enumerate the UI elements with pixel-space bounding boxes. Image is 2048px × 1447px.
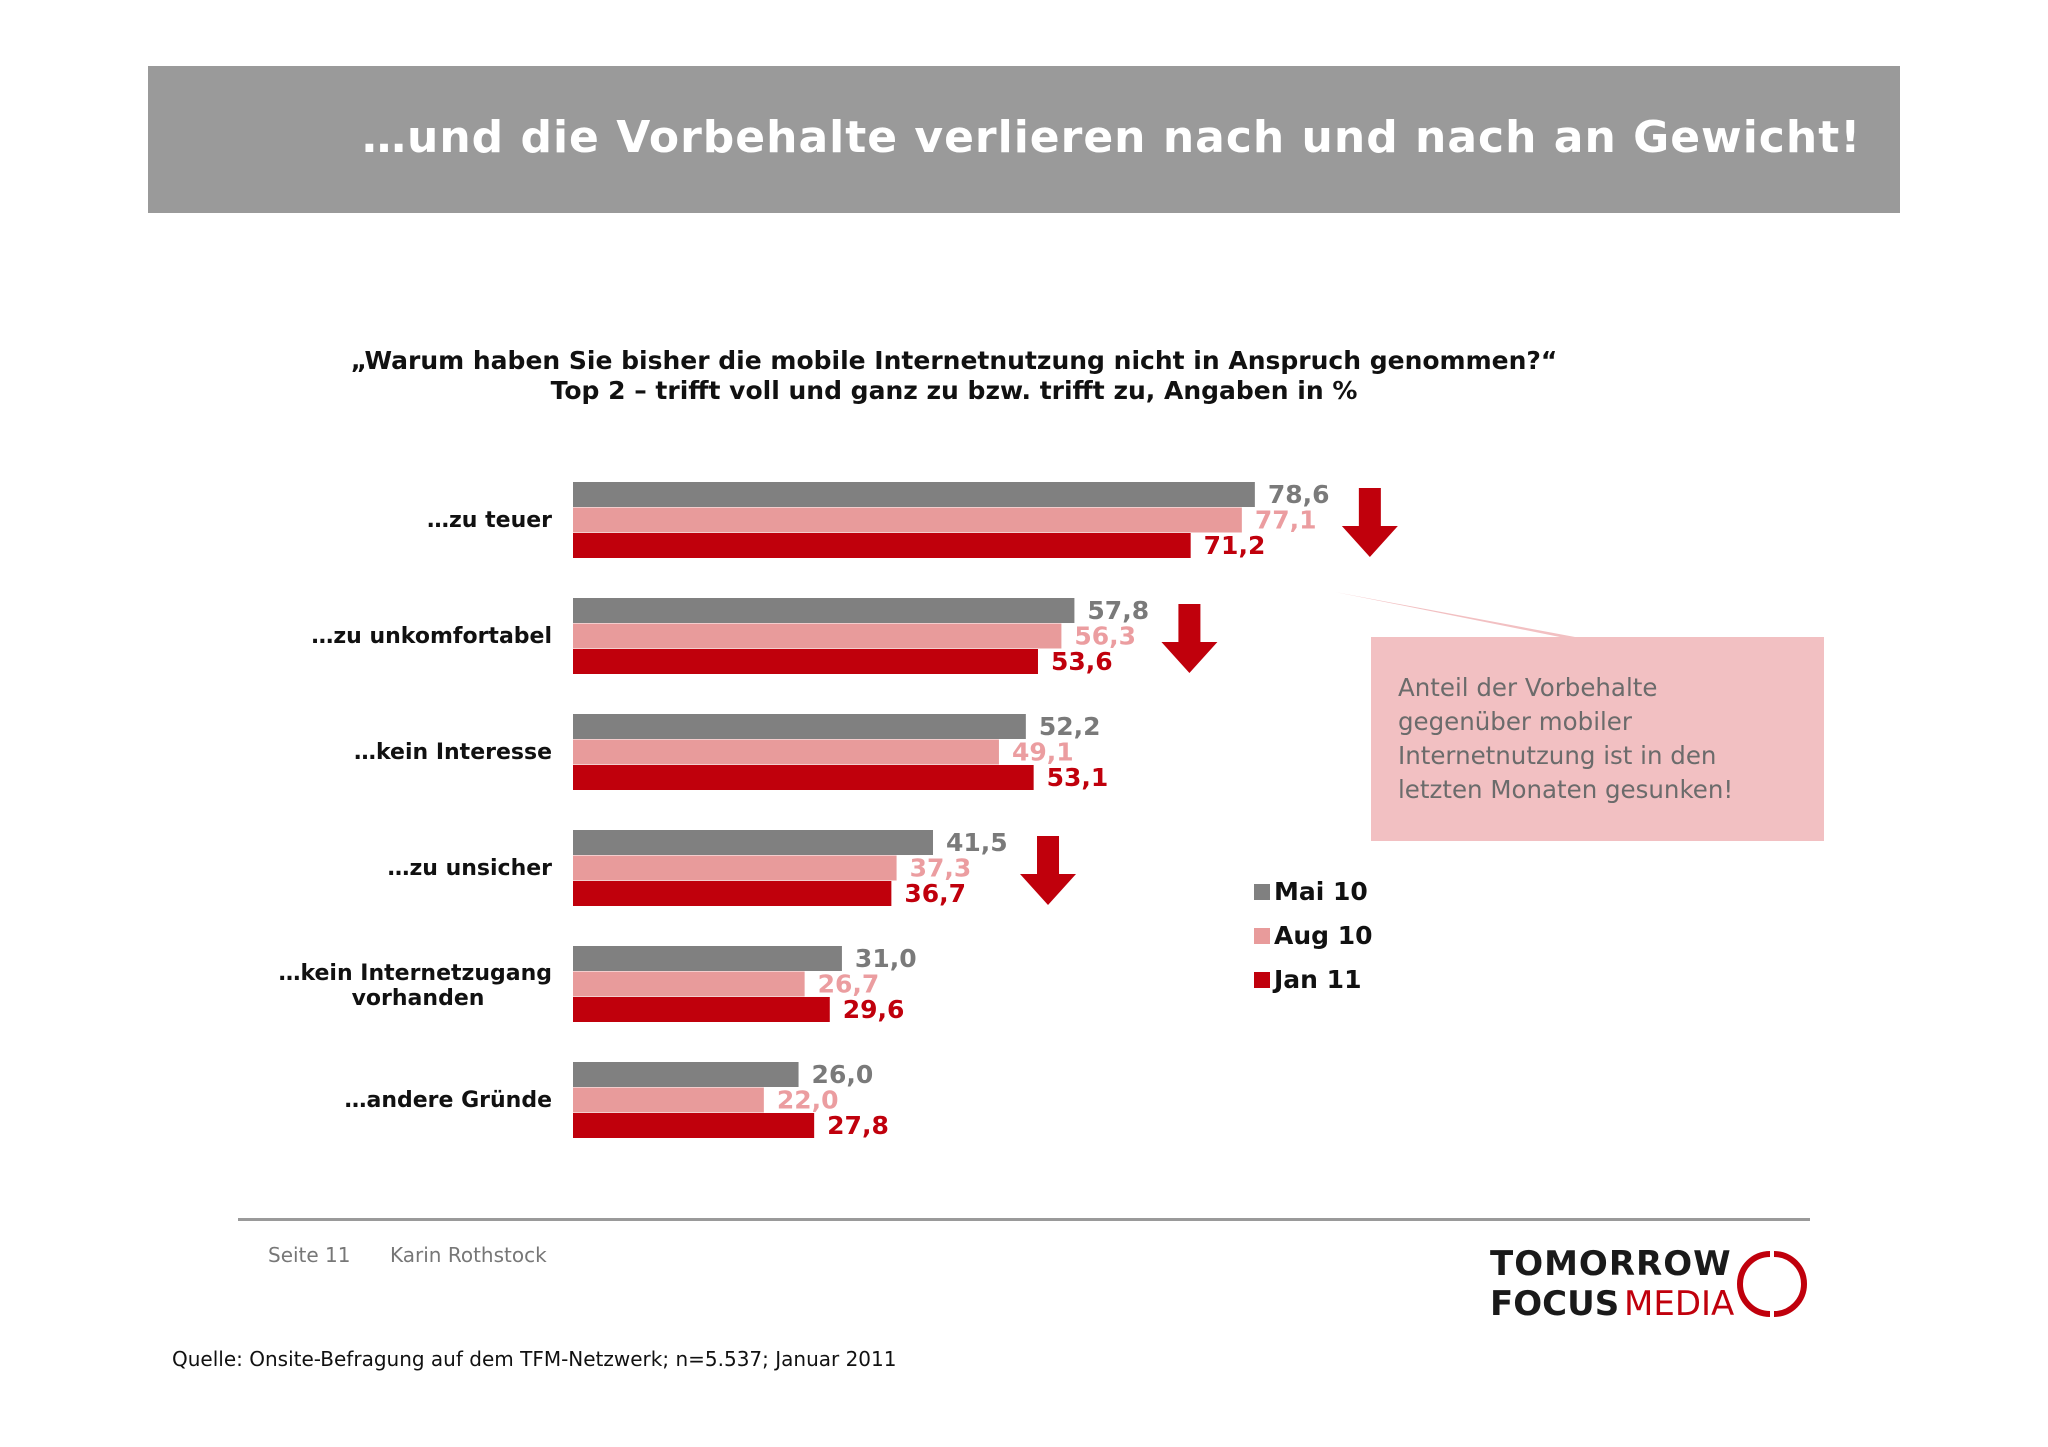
value-label: 77,1 (1255, 506, 1317, 535)
value-label: 71,2 (1204, 531, 1266, 560)
down-arrow-icon (1161, 604, 1218, 673)
legend-label: Jan 11 (1272, 965, 1361, 994)
value-label: 53,6 (1051, 647, 1113, 676)
category-label: …andere Gründe (344, 1088, 552, 1113)
legend-label: Aug 10 (1274, 921, 1373, 950)
value-label: 29,6 (843, 995, 905, 1024)
value-label: 22,0 (777, 1086, 839, 1115)
bar-aug-10 (573, 507, 1242, 533)
bar-mai-10 (573, 946, 842, 971)
legend-swatch (1254, 884, 1270, 900)
category-label: …zu teuer (427, 508, 552, 533)
footer-divider (238, 1218, 1810, 1221)
author: Karin Rothstock (390, 1243, 547, 1267)
legend-label: Mai 10 (1274, 877, 1368, 906)
bar-jan-11 (573, 997, 830, 1022)
bar-aug-10 (573, 623, 1062, 649)
chart-subtitle: Top 2 – trifft voll und ganz zu bzw. tri… (550, 376, 1358, 405)
value-label: 52,2 (1039, 712, 1101, 741)
logo-text-tomorrow: TOMORROW (1490, 1244, 1732, 1284)
source-note: Quelle: Onsite-Befragung auf dem TFM-Net… (172, 1347, 897, 1371)
bar-mai-10 (573, 830, 934, 855)
bar-jan-11 (573, 649, 1038, 674)
down-arrow-icon (1020, 836, 1077, 905)
value-label: 56,3 (1074, 622, 1136, 651)
bar-aug-10 (573, 971, 805, 997)
value-label: 57,8 (1087, 596, 1149, 625)
legend: Mai 10 Aug 10 Jan 11 (1254, 877, 1373, 994)
value-label: 36,7 (904, 879, 966, 908)
bar-aug-10 (573, 855, 897, 881)
bar-jan-11 (573, 1113, 815, 1138)
page-number: Seite 11 (268, 1243, 351, 1267)
category-label: …zu unsicher (387, 856, 552, 881)
value-label: 26,7 (818, 970, 880, 999)
legend-swatch (1254, 928, 1270, 944)
value-label: 31,0 (855, 944, 917, 973)
bar-jan-11 (573, 533, 1191, 558)
bar-mai-10 (573, 482, 1255, 507)
category-label: …kein Interesse (354, 740, 552, 765)
bar-mai-10 (573, 598, 1075, 623)
slide-title: …und die Vorbehalte verlieren nach und n… (362, 112, 1862, 163)
callout-box (1335, 592, 1824, 841)
bar-chart: …zu teuer 78,677,171,2 …zu unkomfortabel 57… (278, 480, 1824, 1140)
category-label: …zu unkomfortabel (311, 624, 552, 649)
logo-mark-icon (1737, 1251, 1807, 1317)
bar-aug-10 (573, 1087, 764, 1113)
callout-text: Anteil der Vorbehalte gegenüber mobiler … (1398, 673, 1734, 804)
logo-text-media: MEDIA (1624, 1284, 1735, 1324)
bar-jan-11 (573, 881, 892, 906)
legend-swatch (1254, 972, 1270, 988)
value-label: 37,3 (910, 854, 972, 883)
value-label: 27,8 (827, 1111, 889, 1140)
value-label: 78,6 (1268, 480, 1330, 509)
logo-text-focus: FOCUS (1490, 1284, 1620, 1324)
bar-aug-10 (573, 739, 999, 765)
category-label: …kein Internetzugang vorhanden (278, 961, 552, 1011)
value-label: 41,5 (946, 828, 1008, 857)
bar-mai-10 (573, 714, 1026, 739)
value-label: 26,0 (812, 1060, 874, 1089)
down-arrow-icon (1341, 488, 1398, 557)
value-label: 53,1 (1047, 763, 1109, 792)
value-label: 49,1 (1012, 738, 1074, 767)
bar-mai-10 (573, 1062, 799, 1087)
chart-question: „Warum haben Sie bisher die mobile Inter… (350, 346, 1558, 375)
bar-jan-11 (573, 765, 1034, 790)
header-band (148, 66, 1900, 213)
